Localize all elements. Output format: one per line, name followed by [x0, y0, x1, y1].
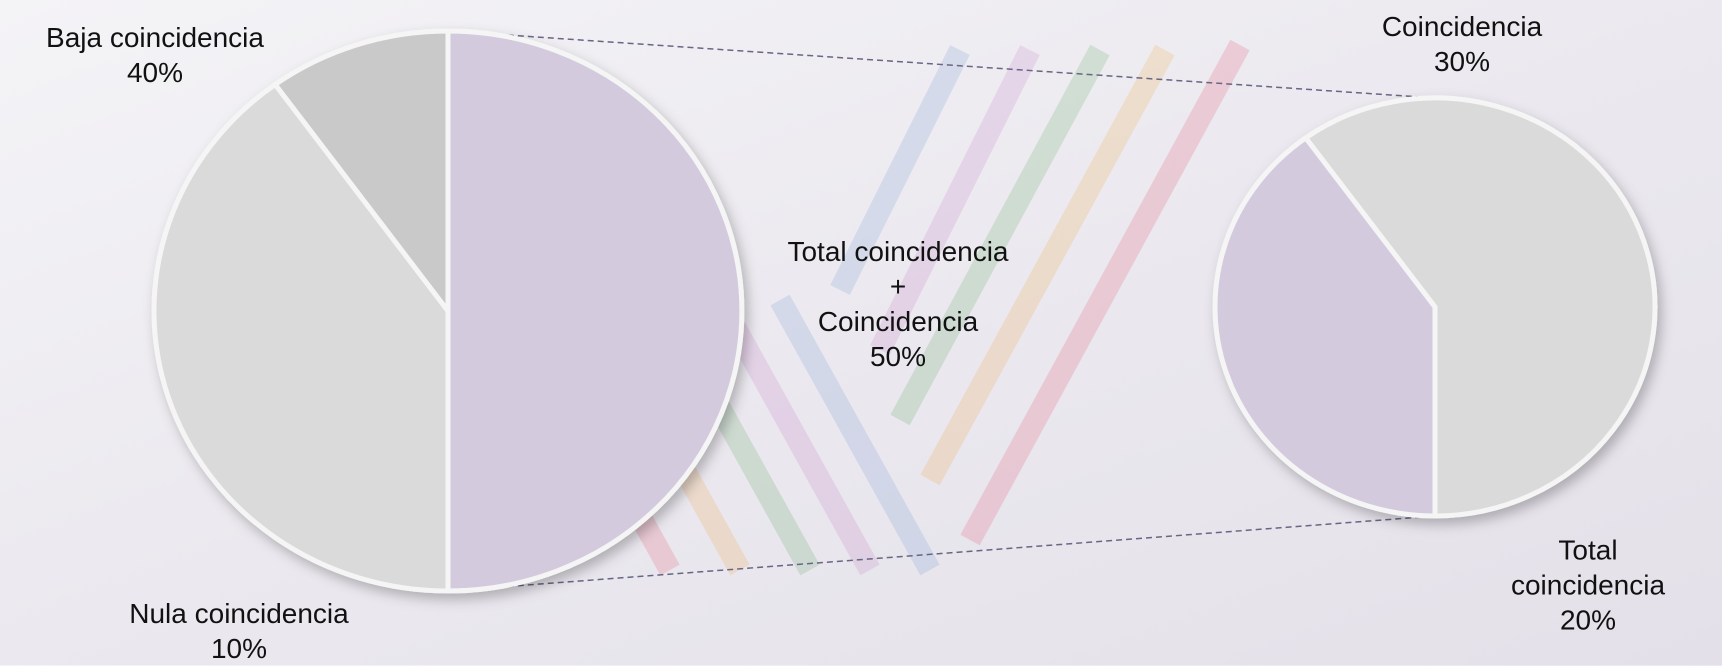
category-label: Nula coincidencia — [129, 598, 349, 629]
pie-slice — [1212, 134, 1438, 519]
category-label: Coincidencia — [1381, 11, 1543, 42]
value-label: 30% — [1433, 46, 1491, 77]
category-label: Total coincidencia + Coincidencia — [787, 236, 1009, 337]
pie-slice — [445, 28, 745, 594]
value-label: 20% — [1559, 604, 1617, 636]
connector-line — [447, 30, 1436, 99]
value-label: 50% — [869, 341, 927, 372]
data-label: Total coincidencia 20% — [1511, 533, 1665, 638]
data-label: Baja coincidencia 40% — [46, 20, 264, 90]
category-label: Total coincidencia — [1510, 534, 1666, 601]
pie-slice — [151, 81, 451, 594]
connector-line — [447, 515, 1436, 592]
pies — [151, 28, 1658, 594]
data-label: Coincidencia 30% — [1382, 9, 1542, 79]
data-label: Nula coincidencia 10% — [129, 596, 348, 666]
pie-slice — [1302, 95, 1658, 519]
data-label: Total coincidencia + Coincidencia 50% — [787, 234, 1008, 374]
category-label: Baja coincidencia — [46, 22, 264, 53]
value-label: 40% — [126, 57, 184, 88]
value-label: 10% — [210, 633, 268, 664]
pie-slice — [271, 28, 451, 319]
